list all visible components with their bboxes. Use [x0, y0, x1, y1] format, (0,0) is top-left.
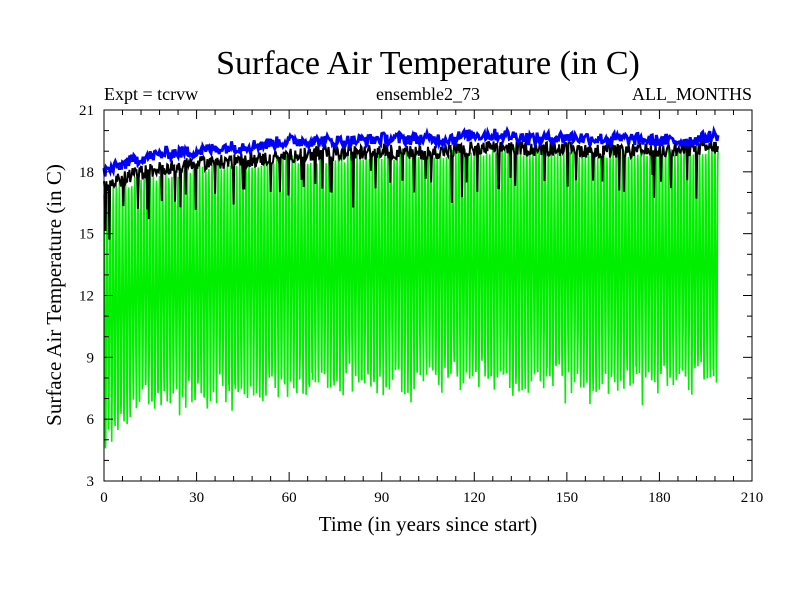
- x-axis-label: Time (in years since start): [319, 512, 538, 536]
- x-tick-label: 60: [282, 490, 297, 506]
- series-annual-max-line: [103, 138, 720, 240]
- series-monthly-line: [103, 146, 719, 449]
- subtitle-center: ensemble2_73: [376, 84, 480, 104]
- x-tick-label: 210: [741, 490, 764, 506]
- x-tick-label: 0: [100, 490, 108, 506]
- plot-data-layer: [102, 125, 720, 449]
- x-tick-label: 180: [648, 490, 671, 506]
- x-tick-label: 90: [374, 490, 389, 506]
- y-tick-label: 9: [87, 350, 95, 366]
- x-tick-label: 150: [556, 490, 579, 506]
- y-tick-label: 3: [87, 474, 95, 490]
- series-annual-mean-upper-line: [102, 125, 720, 177]
- y-tick-label: 21: [79, 103, 94, 119]
- y-axis-label: Surface Air Temperature (in C): [42, 164, 66, 426]
- subtitle-right: ALL_MONTHS: [632, 84, 752, 104]
- y-tick-label: 18: [79, 165, 94, 181]
- x-tick-label: 30: [189, 490, 204, 506]
- chart-title: Surface Air Temperature (in C): [216, 45, 640, 82]
- x-tick-label: 120: [463, 490, 486, 506]
- y-tick-label: 6: [87, 412, 95, 428]
- axes-layer: 0 30 60 90 120 150 180 210 3 6 9 12 15 18 21: [79, 103, 763, 506]
- y-tick-label: 12: [79, 289, 94, 305]
- subtitle-left: Expt = tcrvw: [104, 84, 198, 104]
- y-tick-label: 15: [79, 227, 94, 243]
